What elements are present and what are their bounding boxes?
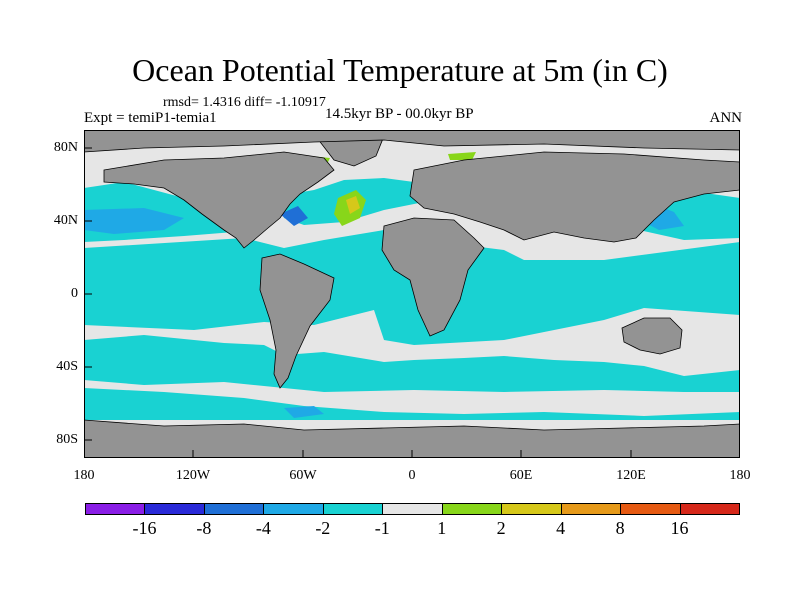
south-america	[259, 253, 335, 389]
colorbar-segment	[560, 503, 622, 515]
colorbar-segment	[620, 503, 681, 515]
arctic-green-patch	[448, 152, 476, 160]
arctic-land-band	[84, 130, 740, 153]
colorbar-label: -2	[315, 518, 331, 538]
australia	[621, 317, 683, 355]
colorbar-label: 4	[556, 518, 566, 538]
x-tick-label: 60E	[509, 468, 533, 483]
colorbar-label: -16	[132, 518, 157, 538]
season-label: ANN	[709, 110, 743, 126]
x-tick-label: 120W	[175, 468, 211, 483]
colorbar-segment	[382, 503, 443, 515]
colorbar-segment	[144, 503, 205, 515]
land-masses	[84, 130, 740, 458]
time-range-label: 14.5kyr BP - 00.0kyr BP	[325, 106, 474, 122]
colorbar-segment	[679, 503, 740, 515]
map-title: Ocean Potential Temperature at 5m (in C)	[132, 52, 668, 88]
gulf-stream-blue-patch	[280, 206, 308, 226]
colorbar-label: -4	[255, 518, 271, 538]
y-tick-label: 40S	[56, 359, 78, 374]
x-tick-label: 60W	[289, 468, 317, 483]
colorbar-label: -1	[374, 518, 390, 538]
experiment-label: Expt = temiP1-temia1	[84, 110, 217, 126]
colorbar-segment	[203, 503, 265, 515]
mid-atlantic-yellow-patch	[346, 196, 360, 214]
x-tick-label: 180	[73, 468, 95, 483]
north-pacific-blue-patch	[84, 208, 184, 234]
colorbar-segment	[441, 503, 503, 515]
southern-cyan-band	[84, 335, 740, 392]
y-tick-label: 0	[71, 286, 78, 301]
antarctica	[84, 419, 740, 458]
colorbar-segment	[263, 503, 324, 515]
rmsd-diff-label: rmsd= 1.4316 diff= -1.10917	[163, 95, 326, 110]
y-tick-label: 80N	[53, 140, 78, 155]
colorbar-segment	[85, 503, 146, 515]
colorbar-label: 8	[615, 518, 625, 538]
x-tick-label: 0	[408, 468, 416, 483]
colorbar-label: 2	[496, 518, 506, 538]
drake-passage-blue-patch	[284, 406, 324, 418]
africa	[381, 217, 485, 337]
map-ticks	[84, 147, 632, 458]
southern-ocean-cyan-band	[84, 388, 740, 420]
eurasia	[409, 151, 740, 243]
colorbar-label: -8	[196, 518, 212, 538]
north-america	[103, 151, 335, 249]
y-tick-label: 40N	[53, 213, 78, 228]
colorbar-label: 16	[670, 518, 689, 538]
colorbar-segment	[322, 503, 384, 515]
map-panel	[84, 130, 740, 458]
y-tick-label: 80S	[56, 432, 78, 447]
world-map	[84, 130, 740, 458]
colorbar-segment	[501, 503, 562, 515]
colorbar	[85, 503, 740, 515]
colorbar-label: 1	[437, 518, 447, 538]
x-tick-label: 120E	[616, 468, 646, 483]
x-tick-label: 180	[729, 468, 751, 483]
